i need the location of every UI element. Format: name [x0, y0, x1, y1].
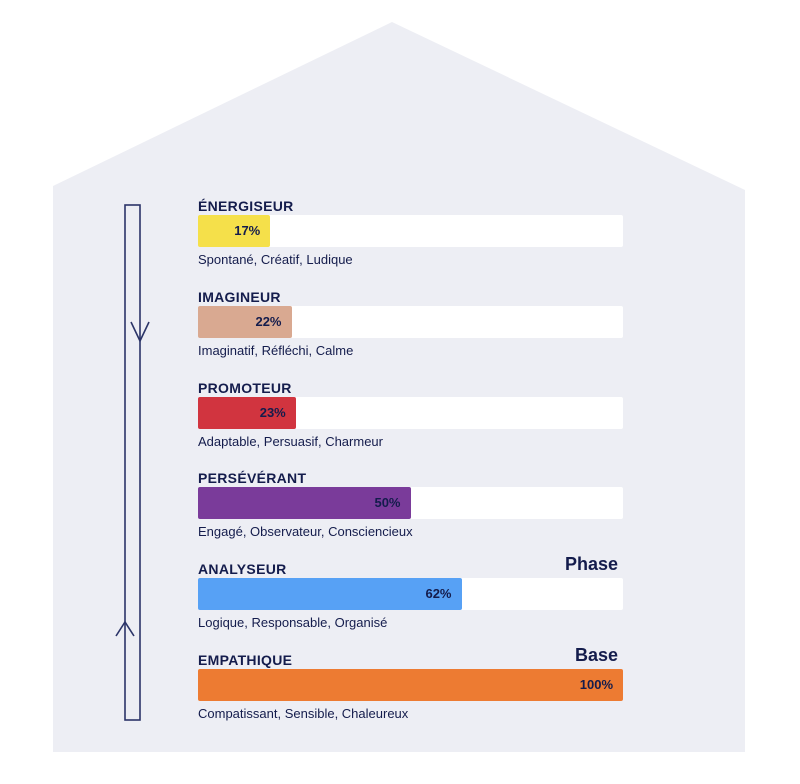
- bar: [198, 578, 462, 610]
- trait-description: Compatissant, Sensible, Chaleureux: [198, 706, 409, 721]
- value-label: 22%: [255, 314, 282, 329]
- bar: [198, 487, 411, 519]
- category-label: PERSÉVÉRANT: [198, 470, 307, 486]
- trait-description: Adaptable, Persuasif, Charmeur: [198, 434, 383, 449]
- bar-track: 100%: [198, 669, 623, 701]
- trait-description: Engagé, Observateur, Consciencieux: [198, 524, 413, 539]
- bar-track: 23%: [198, 397, 623, 429]
- trait-description: Logique, Responsable, Organisé: [198, 615, 388, 630]
- stage-tag: Base: [574, 645, 618, 665]
- bar: [198, 397, 296, 429]
- value-label: 17%: [234, 223, 261, 238]
- trait-description: Imaginatif, Réfléchi, Calme: [198, 343, 354, 358]
- category-label: EMPATHIQUE: [198, 652, 293, 668]
- category-label: ANALYSEUR: [198, 561, 287, 577]
- bar-track: 22%: [198, 306, 623, 338]
- category-label: ÉNERGISEUR: [198, 198, 294, 214]
- bar-track: 17%: [198, 215, 623, 247]
- bar-track: 62%: [198, 578, 623, 610]
- bar: [198, 306, 292, 338]
- house-shape: [53, 22, 745, 752]
- value-label: 62%: [425, 586, 452, 601]
- category-label: PROMOTEUR: [198, 380, 292, 396]
- phase-arrow-icon: [115, 204, 150, 721]
- value-label: 100%: [579, 677, 613, 692]
- bar: [198, 669, 623, 701]
- stage-tag: Phase: [564, 554, 618, 574]
- bar: [198, 215, 271, 247]
- value-label: 23%: [259, 405, 286, 420]
- value-label: 50%: [374, 495, 401, 510]
- category-label: IMAGINEUR: [198, 289, 281, 305]
- trait-description: Spontané, Créatif, Ludique: [198, 252, 353, 267]
- bar-track: 50%: [198, 487, 623, 519]
